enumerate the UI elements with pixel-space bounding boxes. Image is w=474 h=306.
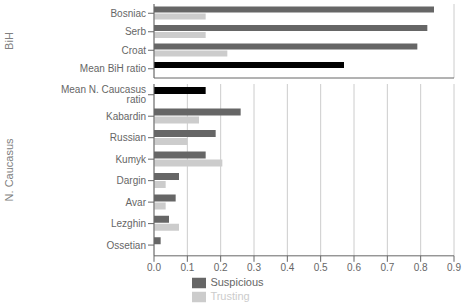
svg-text:0.0: 0.0: [147, 262, 161, 273]
svg-text:0.3: 0.3: [247, 262, 261, 273]
svg-text:Ossetian: Ossetian: [107, 240, 146, 251]
svg-text:Avar: Avar: [126, 197, 147, 208]
svg-text:N. Caucasus: N. Caucasus: [8, 138, 15, 201]
svg-text:0.2: 0.2: [214, 262, 228, 273]
svg-text:Lezghin: Lezghin: [111, 218, 146, 229]
svg-text:0.8: 0.8: [414, 262, 428, 273]
svg-text:Dargin: Dargin: [117, 175, 146, 186]
svg-text:Bosniac: Bosniac: [110, 8, 146, 19]
svg-text:Russian: Russian: [110, 132, 146, 143]
svg-text:0.7: 0.7: [380, 262, 394, 273]
svg-text:BiH: BiH: [8, 32, 15, 50]
svg-text:0.9: 0.9: [447, 262, 461, 273]
svg-text:Mean N. Caucasusratio: Mean N. Caucasusratio: [61, 84, 146, 105]
svg-text:0.5: 0.5: [314, 262, 328, 273]
html-text:Suspicious: Suspicious: [210, 275, 264, 288]
svg-text:Mean BiH ratio: Mean BiH ratio: [80, 63, 147, 74]
svg-text:Serb: Serb: [125, 26, 147, 37]
svg-text:0.1: 0.1: [180, 262, 194, 273]
html-text:Trusting: Trusting: [210, 289, 250, 302]
svg-text:Croat: Croat: [122, 45, 147, 56]
svg-text:Kumyk: Kumyk: [115, 154, 147, 165]
svg-text:Kabardin: Kabardin: [106, 111, 146, 122]
svg-text:0.4: 0.4: [280, 262, 294, 273]
svg-text:0.6: 0.6: [347, 262, 361, 273]
